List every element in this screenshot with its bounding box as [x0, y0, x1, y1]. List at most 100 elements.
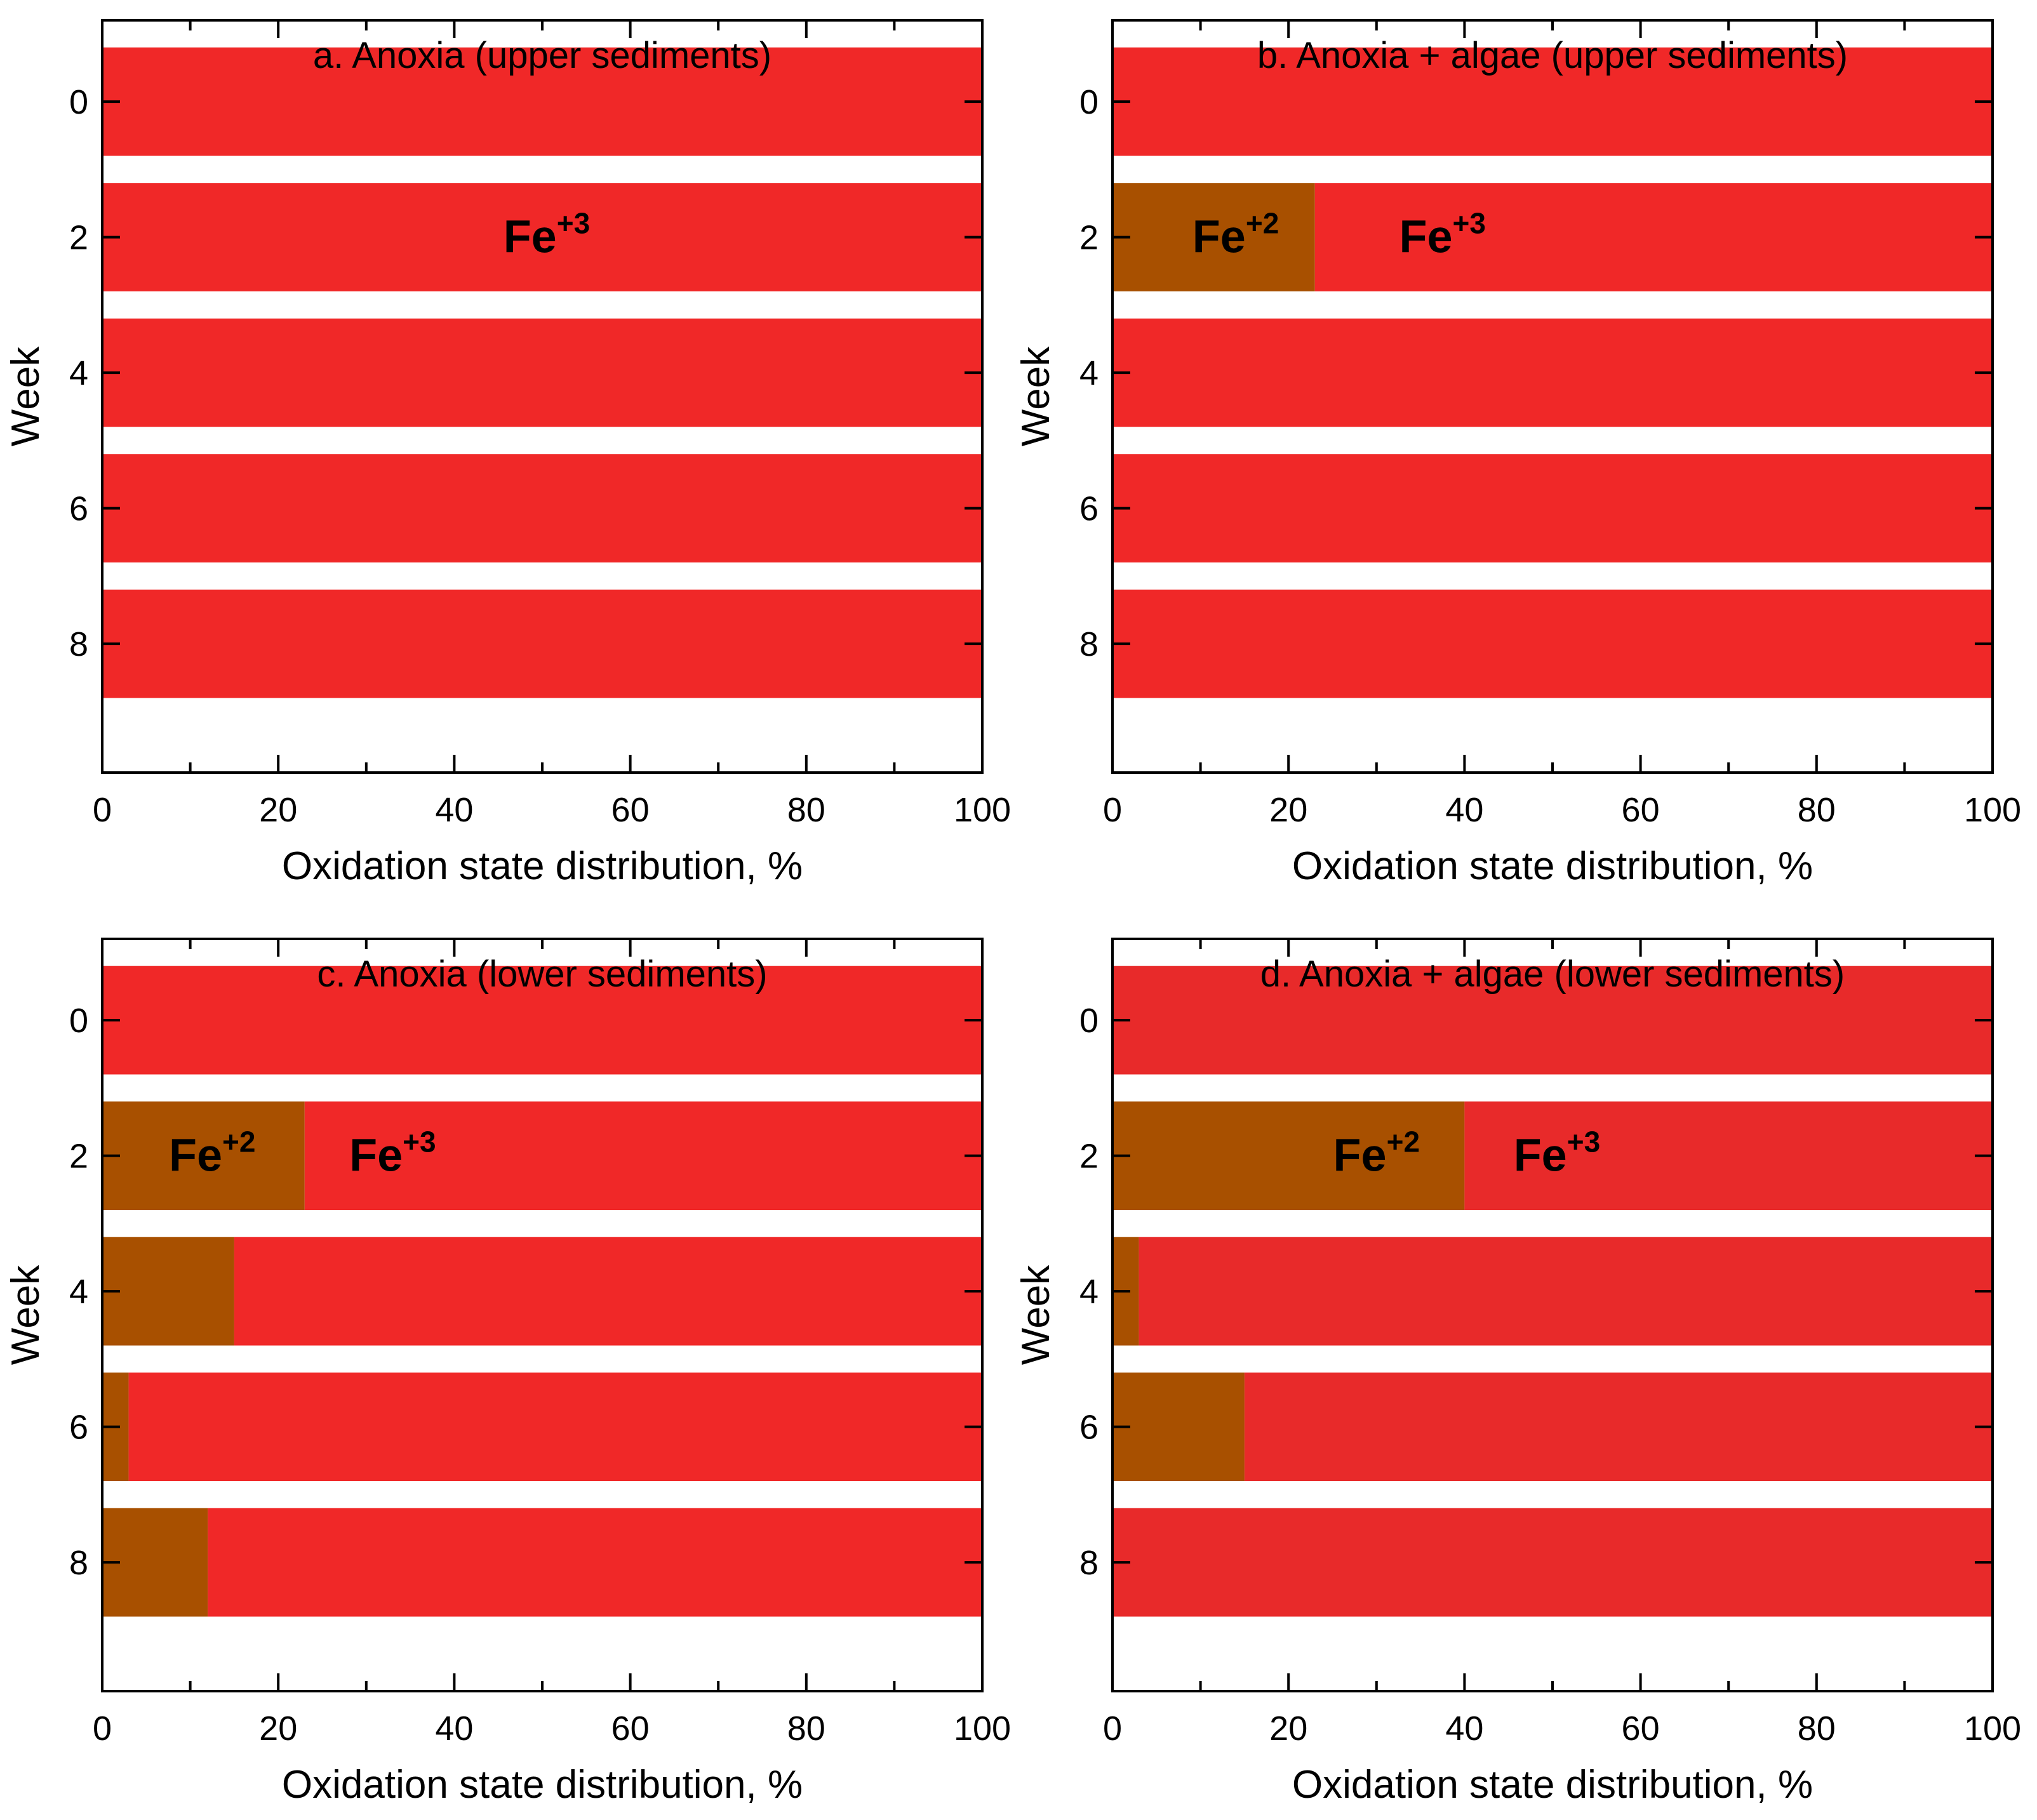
x-tick-label: 0	[93, 1710, 112, 1748]
y-axis-label: Week	[4, 346, 48, 446]
fe-label-base: Fe	[169, 1131, 222, 1181]
fe2-annotation: Fe+2	[169, 1126, 255, 1181]
fe-label-base: Fe	[1399, 212, 1453, 263]
fe3-annotation: Fe+3	[349, 1126, 436, 1181]
y-tick-label: 8	[1079, 625, 1099, 663]
y-tick-label: 2	[69, 1138, 88, 1176]
fe3-annotation: Fe+3	[1399, 207, 1486, 263]
y-tick-label: 4	[69, 1273, 88, 1311]
x-tick-label: 60	[1622, 791, 1660, 829]
bar-fe2-week-2	[1112, 1101, 1465, 1211]
chart-panel: 0 20 40 60 80 100 0 2 4 6 8 d. Anoxia + algae (lowe…	[1014, 938, 2021, 1807]
fe-label-charge: +2	[222, 1126, 255, 1159]
y-axis-label: Week	[1014, 1265, 1058, 1365]
fe-label-charge: +3	[1453, 207, 1486, 240]
fe3-annotation: Fe+3	[1514, 1126, 1600, 1181]
y-tick-label: 0	[69, 1002, 88, 1040]
bar-fe3-week-8	[102, 589, 982, 698]
x-tick-label: 60	[611, 1710, 650, 1748]
bar-fe3-week-2	[1464, 1101, 1993, 1211]
x-tick-label: 20	[1269, 791, 1307, 829]
x-tick-label: 80	[787, 1710, 825, 1748]
bar-fe3-week-0	[102, 966, 982, 1075]
y-tick-label: 0	[69, 83, 88, 121]
y-axis-label: Week	[4, 1265, 48, 1365]
y-tick-label: 2	[69, 219, 88, 257]
x-tick-label: 40	[435, 791, 473, 829]
fe3-annotation: Fe+3	[504, 207, 590, 263]
x-axis-label: Oxidation state distribution, %	[1292, 1763, 1813, 1807]
bar-fe3-week-2	[102, 183, 982, 292]
x-axis-label: Oxidation state distribution, %	[282, 1763, 803, 1807]
bar-fe2-week-2	[1112, 183, 1315, 292]
fe-label-charge: +3	[403, 1126, 436, 1159]
fe-label-base: Fe	[1514, 1131, 1567, 1181]
bar-fe3-week-4	[234, 1237, 982, 1346]
chart-title: a. Anoxia (upper sediments)	[313, 35, 771, 76]
bar-fe3-week-6	[1112, 454, 1993, 563]
bar-fe3-week-8	[208, 1508, 982, 1617]
x-tick-label: 100	[1964, 791, 2021, 829]
chart-title: c. Anoxia (lower sediments)	[317, 953, 767, 995]
x-tick-label: 0	[93, 791, 112, 829]
chart-title: d. Anoxia + algae (lower sediments)	[1260, 953, 1845, 995]
x-tick-label: 40	[1445, 791, 1483, 829]
y-tick-label: 4	[69, 354, 88, 392]
bar-fe3-week-6	[1244, 1372, 1993, 1482]
x-tick-label: 60	[1622, 1710, 1660, 1748]
y-tick-label: 8	[69, 625, 88, 663]
x-tick-label: 40	[1445, 1710, 1483, 1748]
x-axis-label: Oxidation state distribution, %	[282, 844, 803, 888]
bar-fe2-week-4	[102, 1237, 234, 1346]
chart-panel: 0 20 40 60 80 100 0 2 4 6 8 a. Anoxia (upper sedime…	[4, 19, 1011, 888]
bar-fe3-week-6	[102, 454, 982, 563]
fe-label-base: Fe	[349, 1131, 403, 1181]
y-axis-label: Week	[1014, 346, 1058, 446]
fe-label-base: Fe	[1192, 212, 1246, 263]
x-tick-label: 0	[1103, 791, 1122, 829]
y-tick-label: 4	[1079, 354, 1099, 392]
bar-fe3-week-2	[304, 1101, 982, 1211]
bar-fe3-week-6	[128, 1372, 983, 1482]
x-tick-label: 100	[954, 791, 1011, 829]
fe-label-charge: +3	[557, 207, 590, 240]
x-tick-label: 80	[787, 791, 825, 829]
chart-panel: 0 20 40 60 80 100 0 2 4 6 8 c. Anoxia (lower sedime…	[4, 938, 1011, 1807]
bar-fe3-week-0	[1112, 47, 1993, 156]
y-tick-label: 0	[1079, 83, 1099, 121]
y-tick-label: 8	[69, 1544, 88, 1582]
fe-label-base: Fe	[1333, 1131, 1387, 1181]
y-tick-label: 6	[1079, 490, 1099, 528]
fe-label-charge: +2	[1387, 1126, 1420, 1159]
bar-fe3-week-8	[1112, 589, 1993, 698]
y-tick-label: 2	[1079, 219, 1099, 257]
x-tick-label: 60	[611, 791, 650, 829]
bar-fe3-week-0	[102, 47, 982, 156]
bar-fe2-week-6	[1112, 1372, 1245, 1482]
bar-fe3-week-2	[1314, 183, 1993, 292]
bar-fe3-week-8	[1112, 1508, 1993, 1617]
x-tick-label: 40	[435, 1710, 473, 1748]
bar-fe3-week-4	[102, 318, 982, 427]
fe-label-charge: +3	[1567, 1126, 1600, 1159]
x-tick-label: 20	[259, 791, 297, 829]
y-tick-label: 2	[1079, 1138, 1099, 1176]
x-tick-label: 100	[1964, 1710, 2021, 1748]
y-tick-label: 6	[69, 490, 88, 528]
y-tick-label: 6	[1079, 1409, 1099, 1447]
x-tick-label: 80	[1798, 1710, 1836, 1748]
x-axis-label: Oxidation state distribution, %	[1292, 844, 1813, 888]
y-tick-label: 4	[1079, 1273, 1099, 1311]
bar-fe3-week-0	[1112, 966, 1993, 1075]
fe2-annotation: Fe+2	[1333, 1126, 1420, 1181]
x-tick-label: 20	[1269, 1710, 1307, 1748]
fe2-annotation: Fe+2	[1192, 207, 1279, 263]
y-tick-label: 0	[1079, 1002, 1099, 1040]
y-tick-label: 8	[1079, 1544, 1099, 1582]
y-tick-label: 6	[69, 1409, 88, 1447]
bar-fe2-week-2	[102, 1101, 305, 1211]
bar-fe3-week-4	[1112, 318, 1993, 427]
chart-title: b. Anoxia + algae (upper sediments)	[1257, 35, 1848, 76]
x-tick-label: 0	[1103, 1710, 1122, 1748]
x-tick-label: 100	[954, 1710, 1011, 1748]
